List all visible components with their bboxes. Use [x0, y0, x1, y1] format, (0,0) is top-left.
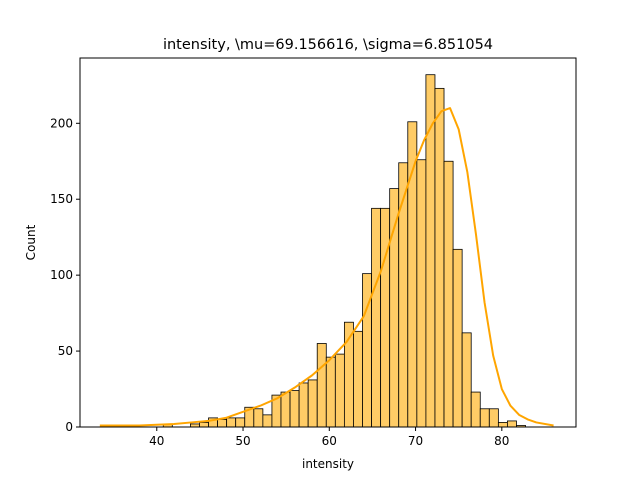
histogram-bar [407, 121, 418, 428]
histogram-bar [443, 160, 454, 428]
chart-title: intensity, \mu=69.156616, \sigma=6.85105… [163, 37, 493, 53]
histogram-bar [398, 162, 409, 428]
histogram-bar [226, 417, 237, 428]
y-tick-label: 100 [50, 268, 73, 282]
x-tick-label: 40 [149, 434, 164, 448]
histogram-bar [217, 419, 228, 428]
histogram-bar [416, 159, 427, 428]
y-tick-label: 150 [50, 192, 73, 206]
histogram-bar [461, 332, 472, 428]
histogram-bar [334, 353, 345, 428]
histogram-bars [162, 74, 526, 428]
histogram-bar [434, 87, 445, 428]
histogram-bar [325, 356, 336, 428]
x-axis-ticks: 40 50 60 70 80 [149, 427, 509, 448]
histogram-bar [488, 408, 499, 428]
x-tick-label: 60 [322, 434, 337, 448]
histogram-bar [371, 207, 382, 428]
histogram-bar [380, 207, 391, 428]
x-axis-label: intensity [302, 457, 354, 471]
histogram-bar [353, 330, 363, 428]
histogram-bar [479, 408, 490, 428]
histogram-bar [507, 420, 517, 428]
histogram-bar [235, 417, 246, 428]
histogram-bar [262, 414, 273, 428]
histogram-bar [199, 422, 209, 428]
y-axis-ticks: 0 50 100 150 200 [50, 116, 80, 434]
y-tick-label: 200 [50, 116, 73, 130]
histogram-bar [289, 390, 300, 428]
histogram-bar [298, 382, 309, 428]
histogram-bar [307, 379, 318, 428]
x-tick-label: 70 [408, 434, 423, 448]
histogram-bar [253, 408, 264, 428]
histogram-bar [316, 343, 327, 428]
y-axis-label: Count [24, 224, 38, 260]
y-tick-label: 0 [65, 420, 73, 434]
x-tick-label: 50 [235, 434, 250, 448]
kde-curve [99, 107, 554, 427]
x-tick-label: 80 [494, 434, 509, 448]
y-tick-label: 50 [58, 344, 73, 358]
histogram-bar [470, 391, 481, 428]
histogram-bar [497, 422, 508, 428]
histogram-bar [452, 248, 463, 428]
plot-frame [79, 57, 577, 428]
histogram-bar [280, 391, 291, 428]
